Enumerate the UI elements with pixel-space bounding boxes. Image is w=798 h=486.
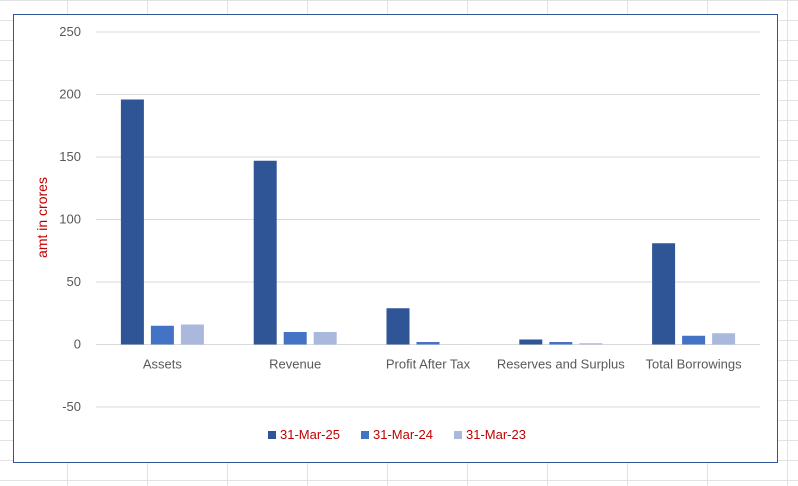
bar-31-Mar-24-assets[interactable]	[150, 325, 174, 345]
y-tick-label: 50	[67, 274, 81, 289]
x-tick-label: Total Borrowings	[646, 357, 743, 372]
bars	[120, 99, 736, 345]
bar-chart: 250 200 150 100 50 0 -50 Assets Revenue Profit A…	[34, 24, 760, 442]
x-tick-label: Profit After Tax	[386, 357, 471, 372]
gridlines	[96, 31, 760, 408]
y-axis-tick-labels: 250 200 150 100 50 0 -50	[59, 24, 81, 414]
y-tick-label: 200	[59, 87, 81, 102]
chart-area[interactable]: 250 200 150 100 50 0 -50 Assets Revenue Profit A…	[13, 14, 778, 463]
y-tick-label: -50	[62, 399, 81, 414]
legend-swatch	[361, 431, 369, 439]
y-tick-label: 0	[74, 337, 81, 352]
x-axis-category-labels: Assets Revenue Profit After Tax Reserves an…	[143, 357, 742, 372]
bar-31-Mar-23-total-borrowings[interactable]	[712, 333, 736, 345]
legend-label: 31-Mar-23	[466, 427, 526, 442]
bar-31-Mar-25-reserves-and-surplus[interactable]	[519, 339, 543, 345]
bar-31-Mar-25-profit-after-tax[interactable]	[386, 308, 410, 345]
y-tick-label: 150	[59, 149, 81, 164]
bar-31-Mar-25-revenue[interactable]	[253, 160, 277, 345]
y-tick-label: 250	[59, 24, 81, 39]
bar-31-Mar-24-profit-after-tax[interactable]	[416, 342, 440, 345]
legend-label: 31-Mar-24	[373, 427, 433, 442]
legend-label: 31-Mar-25	[280, 427, 340, 442]
x-tick-label: Assets	[143, 357, 183, 372]
bar-31-Mar-25-total-borrowings[interactable]	[652, 243, 676, 345]
bar-31-Mar-23-assets[interactable]	[180, 324, 204, 345]
bar-31-Mar-23-revenue[interactable]	[313, 332, 337, 345]
x-tick-label: Reserves and Surplus	[497, 357, 625, 372]
legend: 31-Mar-25 31-Mar-24 31-Mar-23	[268, 427, 526, 442]
bar-31-Mar-24-reserves-and-surplus[interactable]	[549, 342, 573, 345]
y-axis-title: amt in crores	[34, 177, 50, 258]
bar-31-Mar-24-total-borrowings[interactable]	[682, 335, 706, 345]
y-tick-label: 100	[59, 212, 81, 227]
x-tick-label: Revenue	[269, 357, 321, 372]
bar-31-Mar-24-revenue[interactable]	[283, 332, 307, 345]
legend-swatch	[268, 431, 276, 439]
legend-swatch	[454, 431, 462, 439]
bar-31-Mar-23-reserves-and-surplus[interactable]	[579, 343, 603, 345]
bar-31-Mar-25-assets[interactable]	[120, 99, 144, 345]
